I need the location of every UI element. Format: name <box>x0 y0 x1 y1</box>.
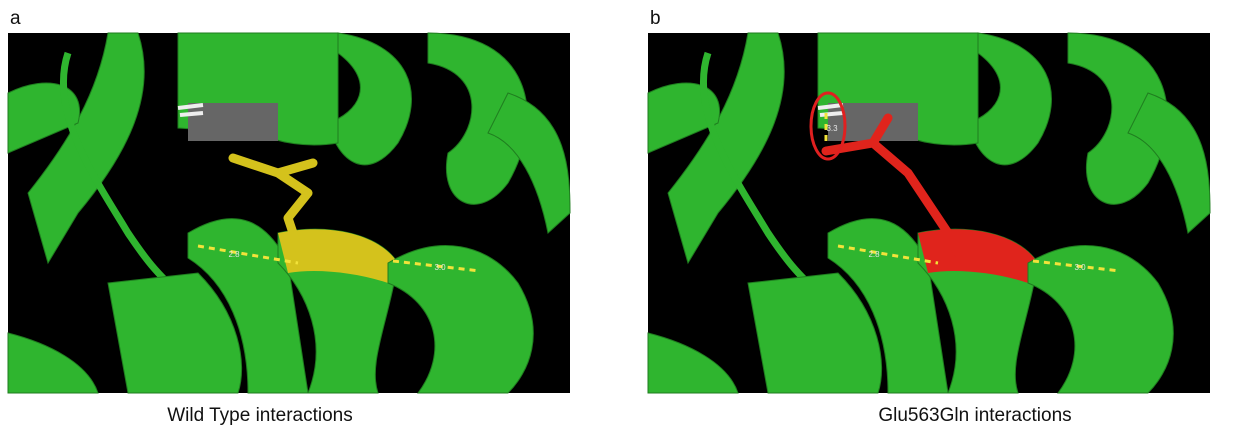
distance-label: 3.0 <box>434 263 446 272</box>
caption: Wild Type interactions <box>167 405 353 426</box>
distance-label: 2.8 <box>868 250 880 259</box>
distance-label: 3.0 <box>1074 263 1086 272</box>
figure: a b 2.8 3.0 2.8 3.0 3.3 Wild Type interacti… <box>0 0 1247 430</box>
panel-image: 2.8 3.0 <box>8 33 570 393</box>
panel-image: 2.8 3.0 3.3 <box>648 33 1210 393</box>
panel-label: b <box>650 8 661 29</box>
panel-label: a <box>10 8 21 29</box>
distance-label: 2.8 <box>228 250 240 259</box>
caption: Glu563Gln interactions <box>878 405 1071 426</box>
gray-segment <box>188 103 278 141</box>
distance-label: 3.3 <box>826 124 838 133</box>
